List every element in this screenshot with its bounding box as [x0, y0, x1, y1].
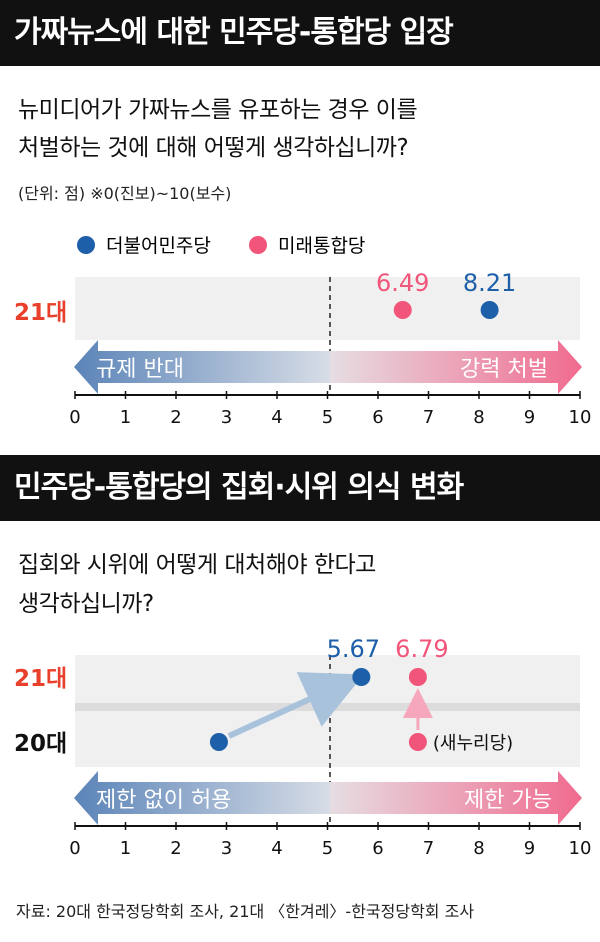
x-tick-label: 1: [120, 838, 131, 859]
x-tick-label: 10: [569, 838, 592, 859]
chart-1: 더불어민주당 미래통합당 21대 규제 반대 강력 처벌 0 1 2 3 4 5 6 7 8 9 1…: [14, 235, 591, 428]
legend-democratic-label: 더불어민주당: [106, 235, 211, 257]
data-label: 8.21: [463, 269, 516, 297]
note-saenuri: (새누리당): [433, 733, 513, 754]
section1-title: 가짜뉴스에 대한 민주당-통합당 입장: [0, 0, 600, 66]
x-tick-label: 2: [170, 407, 181, 428]
data-point: [393, 301, 412, 319]
x-tick-label: 6: [372, 407, 383, 428]
x-tick-label: 0: [69, 838, 80, 859]
data-points-2: 5.67 6.79 (새누리당): [209, 635, 513, 754]
row-separator: [75, 703, 580, 711]
data-point-dem-20: [209, 733, 228, 751]
section1-question-line1: 뉴미디어가 가짜뉴스를 유포하는 경우 이를: [18, 97, 418, 123]
arrow-right-label-2: 제한 가능: [464, 788, 552, 813]
x-tick-label: 4: [271, 838, 282, 859]
arrow-left-label-2: 제한 없이 허용: [96, 788, 231, 813]
dir-arrow-left: 규제 반대: [74, 340, 330, 394]
x-tick-label: 10: [569, 407, 592, 428]
data-point: [480, 301, 499, 319]
arrow-left-label: 규제 반대: [96, 357, 184, 382]
x-ticks-2: 0 1 2 3 4 5 6 7 8 9 10: [69, 822, 591, 859]
row-label-21-2: 21대: [14, 666, 67, 692]
x-tick-label: 3: [221, 838, 232, 859]
x-tick-label: 5: [322, 407, 333, 428]
data-label-dem-21: 5.67: [327, 635, 380, 663]
source-note: 자료: 20대 한국정당학회 조사, 21대 〈한겨레〉-한국정당학회 조사: [16, 902, 475, 921]
section2-question-line1: 집회와 시위에 어떻게 대처해야 한다고: [18, 552, 376, 578]
x-tick-label: 1: [120, 407, 131, 428]
unit-note: (단위: 점) ※0(진보)~10(보수): [18, 184, 232, 203]
x-tick-label: 6: [372, 838, 383, 859]
x-tick-label: 5: [322, 838, 333, 859]
section1-question-line2: 처벌하는 것에 대해 어떻게 생각하십니까?: [18, 135, 409, 161]
data-label-uni-21: 6.79: [395, 635, 448, 663]
x-ticks: 0 1 2 3 4 5 6 7 8 9 10: [69, 391, 591, 428]
data-point-uni-20: [408, 733, 427, 751]
x-tick-label: 7: [423, 838, 434, 859]
x-tick-label: 7: [423, 407, 434, 428]
data-label: 6.49: [376, 269, 429, 297]
data-point-uni-21: [408, 668, 427, 686]
legend-unified-label: 미래통합당: [278, 235, 365, 257]
change-arrow-democratic: [227, 672, 364, 739]
x-tick-label: 3: [221, 407, 232, 428]
x-tick-label: 9: [524, 838, 535, 859]
legend-unified-marker: [249, 236, 267, 254]
dir-arrow-right: 강력 처벌: [330, 340, 582, 394]
data-point-dem-21: [352, 668, 371, 686]
row-label-21: 21대: [14, 300, 67, 326]
dir-arrow-right-2: 제한 가능: [330, 771, 582, 825]
legend-democratic-marker: [77, 236, 95, 254]
x-tick-label: 8: [473, 838, 484, 859]
section2-question-line2: 생각하십니까?: [18, 591, 154, 617]
dir-arrow-left-2: 제한 없이 허용: [74, 771, 330, 825]
x-tick-label: 2: [170, 838, 181, 859]
x-tick-label: 9: [524, 407, 535, 428]
x-tick-label: 8: [473, 407, 484, 428]
x-tick-label: 4: [271, 407, 282, 428]
arrow-right-label: 강력 처벌: [460, 357, 548, 382]
row-label-20: 20대: [14, 731, 67, 757]
data-points: 8.21 6.49: [376, 269, 516, 319]
section2-title: 민주당-통합당의 집회·시위 의식 변화: [0, 455, 600, 521]
x-tick-label: 0: [69, 407, 80, 428]
